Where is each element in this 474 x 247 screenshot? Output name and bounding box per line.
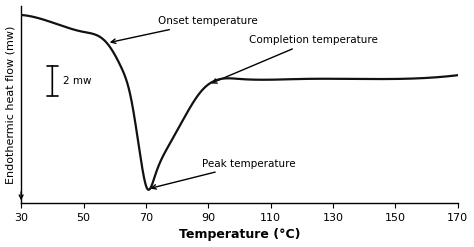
Text: Peak temperature: Peak temperature: [152, 159, 296, 189]
Text: Onset temperature: Onset temperature: [111, 16, 258, 43]
Y-axis label: Endothermic heat flow (mw): Endothermic heat flow (mw): [6, 25, 16, 184]
X-axis label: Temperature (°C): Temperature (°C): [179, 228, 300, 242]
Text: Completion temperature: Completion temperature: [212, 35, 378, 83]
Text: 2 mw: 2 mw: [63, 76, 92, 86]
